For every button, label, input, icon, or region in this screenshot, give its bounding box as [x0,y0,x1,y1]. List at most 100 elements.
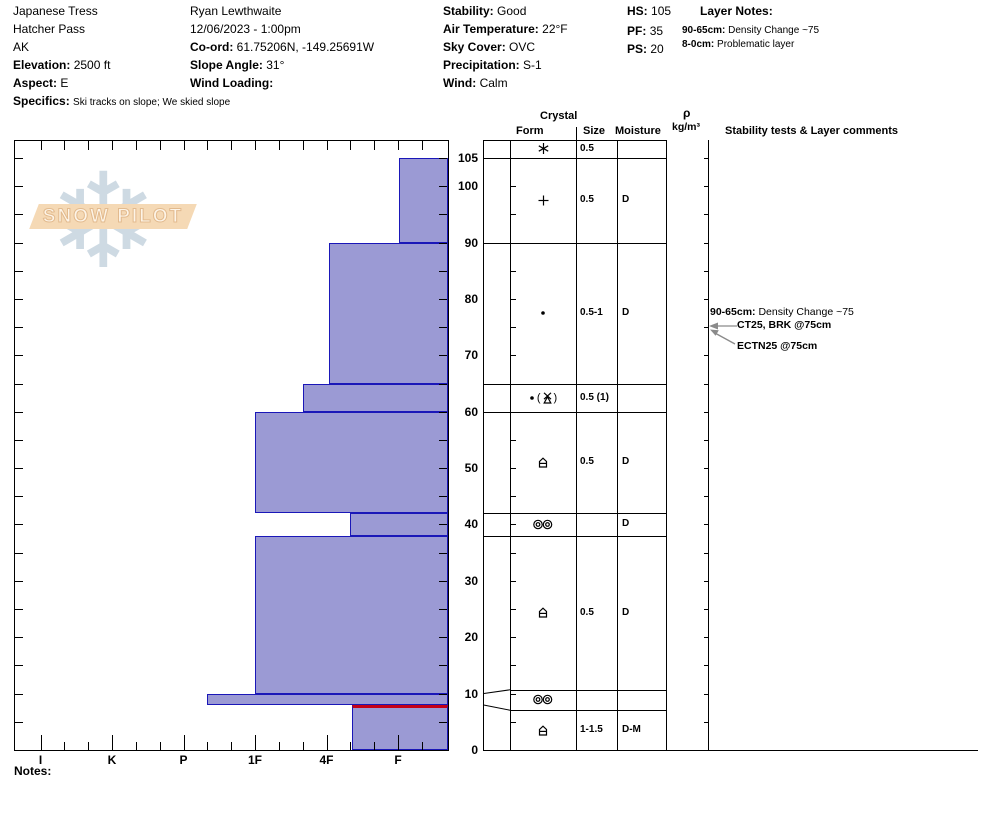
comments-col-tick [704,580,708,582]
hardness-label-P: P [179,753,188,767]
specifics-label: Specifics: [13,94,70,108]
layer-notes-title: Layer Notes: [700,4,773,18]
pf-line: PF: 35 [627,24,663,38]
crystal-plus-icon [538,195,548,206]
depth-tick-left [15,355,23,357]
layer-bar-38-10cm [255,535,448,694]
stability-line: Stability: Good [443,4,526,18]
coord-value: 61.75206N, -149.25691W [236,40,375,54]
crystal-form-cell: () [511,391,575,405]
hardness-tick-top [207,141,209,150]
hardness-tick-bottom [278,742,280,750]
pit-location: Hatcher Pass [13,22,86,36]
layer-bar-8-0cm [351,704,448,750]
elevation-line: Elevation: 2500 ft [13,58,110,72]
depth-tick-left [15,468,23,470]
hardness-tick-top [326,141,328,150]
crystal-triangle-x-icon [542,391,552,404]
hardness-tick-top [255,141,256,150]
hardness-tick-top [159,141,161,150]
depth-tick-left [15,242,23,244]
comments-col-tick [704,468,708,470]
elevation-label: Elevation: [13,58,71,72]
form-col-tick [511,298,516,300]
depth-label-40: 40 [464,517,478,532]
depth-tick-left [15,439,23,441]
coord-line: Co-ord: 61.75206N, -149.25691W [190,40,374,54]
crystal-header: Crystal [540,110,578,122]
depth-label-50: 50 [464,461,478,476]
layer-bar-60-42cm [255,411,448,514]
depth-tick-right [439,665,447,667]
depth-tick-left [15,158,23,159]
slope-angle-line: Slope Angle: 31° [190,58,284,72]
hardness-tick-bottom [135,742,137,750]
hardness-label-1F: 1F [247,753,262,767]
hardness-tick-bottom [398,735,399,750]
wind-label: Wind: [443,76,477,90]
air-temp-line: Air Temperature: 22°F [443,22,568,36]
table-row-divider-8cm [510,710,666,711]
depth-label-0: 0 [471,743,478,757]
wind-line: Wind: Calm [443,76,508,90]
layer-note-1-range: 90-65cm: [682,25,726,36]
sky-cover-line: Sky Cover: OVC [443,40,535,54]
crystal-header-divider [576,127,577,140]
stability-label: Stability: [443,4,494,18]
table-vline-1 [510,140,511,750]
coord-label: Co-ord: [190,40,234,54]
hardness-tick-bottom [302,742,304,750]
aspect-line: Aspect: E [13,76,68,90]
comments-col-tick [704,496,708,498]
depth-tick-left [15,637,23,639]
depth-tick-left [15,609,23,611]
layer-bar-10-8cm [207,693,448,705]
notes-label: Notes: [14,764,52,778]
depth-tick-left [15,580,23,582]
hardness-label-4F: 4F [319,753,334,767]
hardness-tick-bottom [231,742,233,750]
depth-tick-left [15,327,23,329]
hardness-tick-top [231,141,233,150]
comments-col-tick [704,383,708,385]
moisture-cell: D [622,518,630,530]
comments-col-tick [704,411,708,413]
comments-col-tick [704,298,708,300]
form-col-tick [511,242,516,244]
depth-tick-right [439,524,447,526]
form-header: Form [516,125,544,137]
hardness-tick-top [350,141,352,150]
grain-size-cell: 0.5 [580,606,594,618]
depth-tick-right [439,355,447,357]
depth-tick-right [439,468,447,470]
wind-value: Calm [479,76,508,90]
hardness-tick-bottom [64,742,66,750]
slope-angle-label: Slope Angle: [190,58,263,72]
hardness-tick-top [302,141,304,150]
precip-line: Precipitation: S-1 [443,58,542,72]
form-col-tick [511,496,516,498]
density-change-range: 90-65cm: [710,306,756,318]
depth-tick-right [439,552,447,554]
comments-col-tick [704,270,708,272]
form-col-tick [511,214,516,216]
depth-label-30: 30 [464,573,478,588]
hardness-tick-bottom [326,735,328,750]
moisture-cell: D [622,194,630,206]
moisture-cell: D [622,456,630,468]
form-col-tick [511,411,516,413]
comments-col-tick [704,665,708,667]
ectn-test-annotation: ECTN25 @75cm [737,340,818,352]
comments-col-tick [704,721,708,723]
crystal-form-cell [511,142,575,156]
depth-label-90: 90 [464,235,478,250]
comments-col-tick [704,693,708,695]
form-col-tick [511,609,516,611]
hardness-tick-top [135,141,137,150]
crystal-dot-icon [541,311,545,315]
layer-note-1-text: Density Change ~75 [728,25,820,36]
depth-label-105: 105 [457,151,478,165]
aspect-label: Aspect: [13,76,58,90]
hs-value: 105 [651,4,672,18]
depth-tick-right [439,242,447,244]
